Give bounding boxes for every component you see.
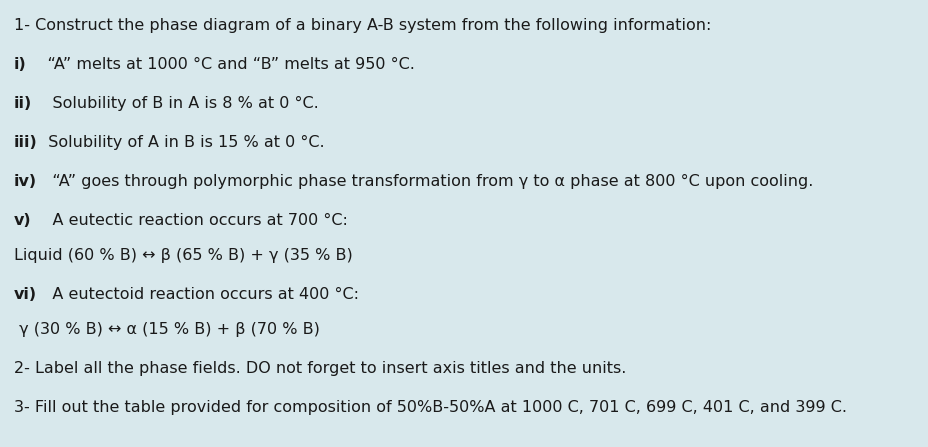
Text: ii): ii) xyxy=(14,96,32,111)
Text: 1- Construct the phase diagram of a binary A-B system from the following informa: 1- Construct the phase diagram of a bina… xyxy=(14,18,711,33)
Text: Liquid (60 % B) ↔ β (65 % B) + γ (35 % B): Liquid (60 % B) ↔ β (65 % B) + γ (35 % B… xyxy=(14,248,353,263)
Text: iv): iv) xyxy=(14,174,37,189)
Text: 2- Label all the phase fields. DO not forget to insert axis titles and the units: 2- Label all the phase fields. DO not fo… xyxy=(14,361,625,376)
Text: v): v) xyxy=(14,213,32,228)
Text: “A” melts at 1000 °C and “B” melts at 950 °C.: “A” melts at 1000 °C and “B” melts at 95… xyxy=(27,57,414,72)
Text: iii): iii) xyxy=(14,135,38,150)
Text: i): i) xyxy=(14,57,27,72)
Text: 3- Fill out the table provided for composition of 50%B-50%A at 1000 C, 701 C, 69: 3- Fill out the table provided for compo… xyxy=(14,400,846,415)
Text: “A” goes through polymorphic phase transformation from γ to α phase at 800 °C up: “A” goes through polymorphic phase trans… xyxy=(37,174,813,189)
Text: A eutectic reaction occurs at 700 °C:: A eutectic reaction occurs at 700 °C: xyxy=(32,213,347,228)
Text: Solubility of B in A is 8 % at 0 °C.: Solubility of B in A is 8 % at 0 °C. xyxy=(32,96,318,111)
Text: γ (30 % B) ↔ α (15 % B) + β (70 % B): γ (30 % B) ↔ α (15 % B) + β (70 % B) xyxy=(14,322,319,337)
Text: A eutectoid reaction occurs at 400 °C:: A eutectoid reaction occurs at 400 °C: xyxy=(37,287,359,302)
Text: Solubility of A in B is 15 % at 0 °C.: Solubility of A in B is 15 % at 0 °C. xyxy=(38,135,324,150)
Text: vi): vi) xyxy=(14,287,37,302)
